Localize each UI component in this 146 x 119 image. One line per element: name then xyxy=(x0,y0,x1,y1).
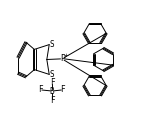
Text: S: S xyxy=(50,40,54,49)
Text: F: F xyxy=(50,78,54,87)
Text: F: F xyxy=(38,85,43,94)
Text: F: F xyxy=(61,85,65,94)
Text: F: F xyxy=(50,96,54,105)
Text: S: S xyxy=(50,70,54,79)
Text: +: + xyxy=(63,53,68,58)
Text: B: B xyxy=(50,87,54,96)
Text: P: P xyxy=(60,54,65,63)
